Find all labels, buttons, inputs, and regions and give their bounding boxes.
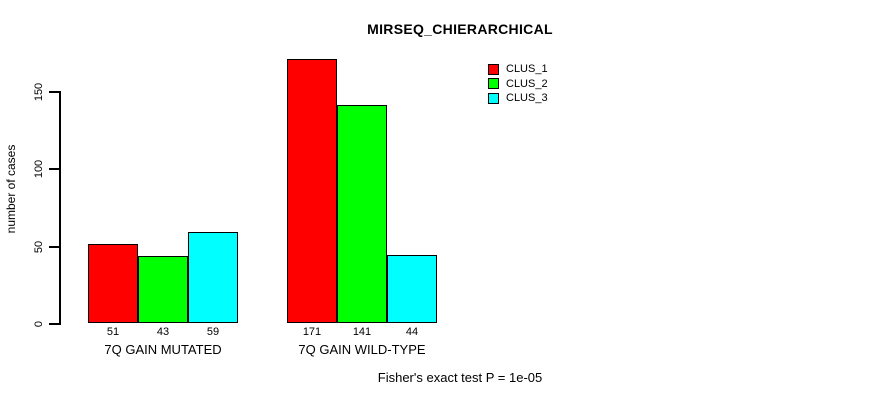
y-axis-line [59,91,61,325]
bar-value-label: 44 [405,326,419,338]
legend-swatch-clus_3 [488,92,499,104]
y-axis-tick-label: 150 [33,82,45,102]
legend-swatch-clus_2 [488,78,499,90]
legend-label: CLUS_2 [506,77,548,90]
bar-value-label: 43 [156,326,170,338]
y-axis-tick [49,168,59,171]
y-axis-tick-label: 100 [33,160,45,179]
legend-label: CLUS_1 [506,63,548,76]
footnote: Fisher's exact test P = 1e-05 [377,370,543,385]
bar-value-label: 171 [302,326,322,338]
y-axis-tick-label: 50 [33,240,45,253]
y-axis-tick [49,245,59,248]
legend: CLUS_1 CLUS_2 CLUS_3 [488,62,548,106]
y-axis-title: number of cases [4,144,18,234]
chart-title: MIRSEQ_CHIERARCHICAL [367,21,553,37]
bar-value-label: 141 [352,326,372,338]
y-axis-tick-label: 0 [33,320,45,328]
legend-swatch-clus_1 [488,63,499,75]
y-axis-tick [49,323,59,325]
legend-row: CLUS_1 [488,62,548,77]
legend-row: CLUS_3 [488,91,548,106]
bar-clus_2-group2 [337,104,387,323]
bar-clus_2-group1 [138,256,188,323]
legend-row: CLUS_2 [488,77,548,92]
bar-clus_1-group1 [88,244,138,323]
bar-value-label: 59 [206,326,220,338]
bar-value-label: 51 [106,326,120,338]
category-label: 7Q GAIN MUTATED [104,342,222,357]
bar-clus_3-group1 [188,231,238,323]
bar-clus_1-group2 [287,58,337,323]
y-axis-tick [49,91,59,93]
bar-clus_3-group2 [387,254,437,323]
legend-label: CLUS_3 [506,92,548,105]
category-label: 7Q GAIN WILD-TYPE [298,342,426,357]
